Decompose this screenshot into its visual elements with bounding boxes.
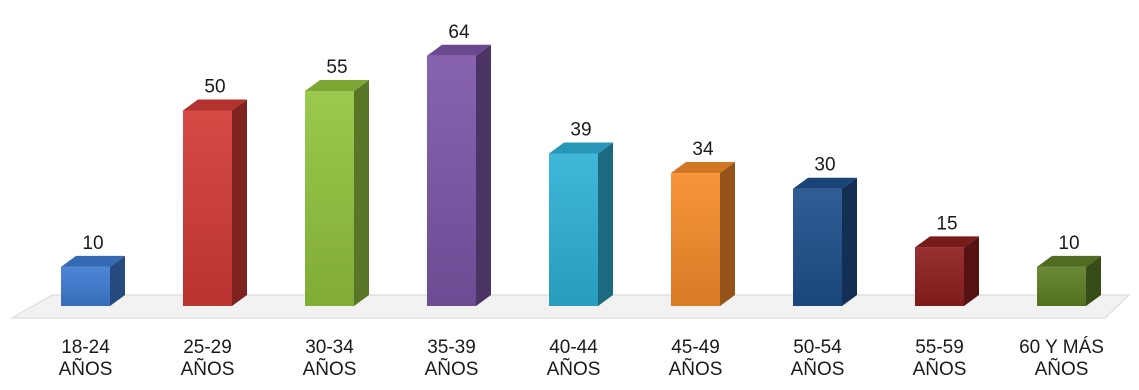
bar-side — [110, 255, 125, 306]
bar-front — [915, 247, 964, 306]
bar-front — [793, 188, 842, 306]
bar-top — [915, 236, 979, 248]
value-label: 64 — [448, 22, 470, 43]
bar-side — [1086, 255, 1101, 306]
bar-top — [61, 255, 125, 267]
bar-front — [427, 55, 476, 307]
category-label: 55-59 AÑOS — [912, 337, 967, 380]
bar-0 — [61, 255, 125, 306]
bar-2 — [305, 79, 369, 306]
bar-side — [964, 236, 979, 306]
category-label: 25-29 AÑOS — [180, 337, 235, 380]
value-labels-group: 10 50 55 64 39 34 30 15 10 — [82, 22, 1079, 254]
value-label: 10 — [82, 233, 103, 254]
bar-side — [476, 44, 491, 306]
bar-side — [842, 177, 857, 306]
bar-front — [61, 266, 110, 306]
value-label: 15 — [936, 213, 957, 234]
bar-side — [354, 79, 369, 306]
bar-top — [427, 44, 491, 56]
bar-4 — [549, 142, 613, 306]
category-label: 50-54 AÑOS — [790, 337, 845, 380]
value-label: 34 — [692, 139, 714, 160]
bar-top — [549, 142, 613, 154]
bar-1 — [183, 99, 247, 306]
bar-6 — [793, 177, 857, 306]
bar-8 — [1037, 255, 1101, 306]
chart-floor — [10, 294, 1131, 319]
category-label: 60 Y MÁS AÑOS — [1019, 337, 1104, 380]
bar-side — [720, 162, 735, 306]
bar-top — [793, 177, 857, 189]
bar-front — [671, 173, 720, 306]
category-label: 40-44 AÑOS — [546, 337, 601, 380]
bar-side — [232, 99, 247, 306]
category-label: 35-39 AÑOS — [424, 337, 479, 380]
category-label: 30-34 AÑOS — [302, 337, 357, 380]
bar-top — [305, 79, 369, 91]
floor-plane — [10, 294, 1131, 319]
value-label: 50 — [204, 77, 225, 98]
bar-top — [1037, 255, 1101, 267]
bar-front — [305, 90, 354, 306]
category-label: 45-49 AÑOS — [668, 337, 723, 380]
bars-group — [61, 44, 1101, 307]
bar-side — [598, 142, 613, 306]
bar-7 — [915, 236, 979, 306]
bar-5 — [671, 162, 735, 306]
bar-front — [183, 110, 232, 306]
value-label: 10 — [1058, 233, 1079, 254]
bar-front — [1037, 266, 1086, 306]
value-label: 55 — [326, 57, 347, 78]
bar-top — [671, 162, 735, 174]
bar-top — [183, 99, 247, 111]
bar-front — [549, 153, 598, 306]
value-label: 30 — [814, 155, 835, 176]
bar-3 — [427, 44, 491, 307]
category-label: 18-24 AÑOS — [58, 337, 113, 380]
value-label: 39 — [570, 120, 591, 141]
